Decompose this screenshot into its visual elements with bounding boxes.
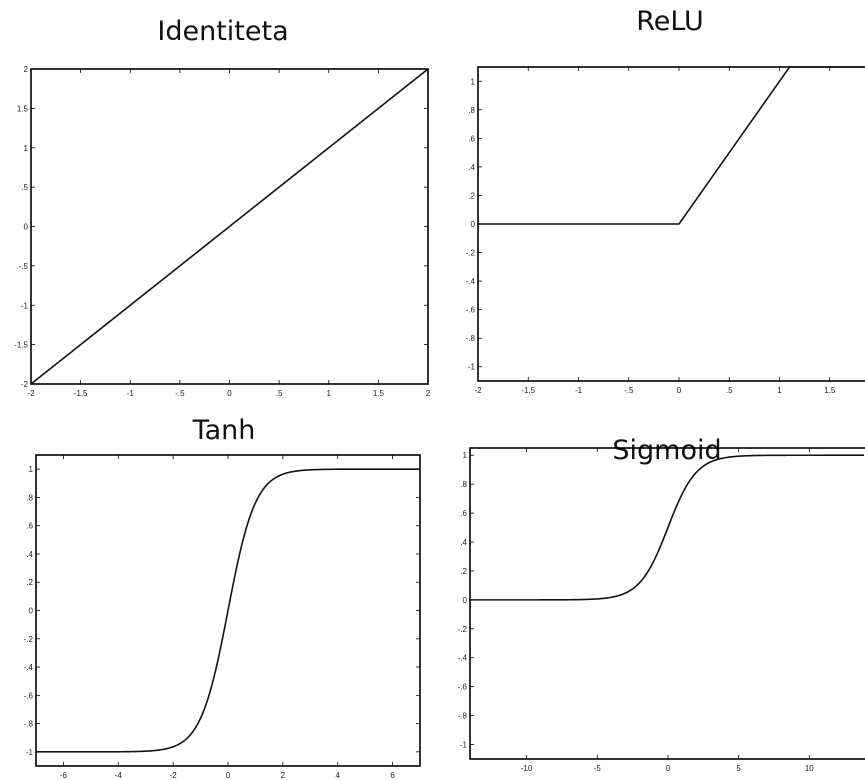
- y-tick-label: -.6: [458, 683, 468, 692]
- x-tick-label: 1: [327, 389, 332, 398]
- x-tick-label: 0: [677, 386, 682, 395]
- chart-title: Tanh: [192, 415, 256, 446]
- y-tick-label: 0: [471, 220, 476, 229]
- y-tick-label: .8: [26, 493, 33, 502]
- y-tick-label: -.8: [458, 712, 468, 721]
- x-tick-label: -.5: [175, 389, 185, 398]
- y-tick-label: .4: [460, 538, 467, 547]
- y-tick-label: .5: [21, 183, 28, 192]
- y-tick-label: 1: [24, 144, 29, 153]
- y-tick-label: .2: [460, 567, 467, 576]
- y-tick-label: -.6: [466, 306, 476, 315]
- x-tick-label: 0: [227, 389, 232, 398]
- y-tick-label: -.2: [458, 625, 468, 634]
- x-tick-label: 2: [281, 771, 286, 780]
- y-tick-label: -.4: [24, 663, 34, 672]
- plot-frame: [469, 447, 865, 760]
- y-tick-label: 1: [471, 77, 476, 86]
- y-tick-label: .6: [460, 509, 467, 518]
- x-tick-label: -1: [575, 386, 583, 395]
- chart-title: ReLU: [636, 6, 704, 37]
- y-tick-label: .2: [26, 578, 33, 587]
- x-tick-label: -4: [115, 771, 123, 780]
- x-tick-label: -2: [27, 389, 35, 398]
- series-line-sigmoid: [470, 454, 864, 601]
- x-tick-label: -10: [521, 764, 533, 773]
- y-tick-label: -.5: [19, 262, 29, 271]
- x-tick-label: 2: [426, 389, 431, 398]
- x-tick-label: 1.5: [373, 389, 385, 398]
- y-tick-label: 0: [29, 607, 34, 616]
- x-tick-label: -1: [127, 389, 135, 398]
- chart-panel-identity: Identiteta-2 -1.5 -1 -.5 0.5 1 1.5 2-2-1.5-1-.5…: [14, 16, 431, 398]
- x-tick-label: 1: [777, 386, 782, 395]
- series-line-identity: [30, 68, 429, 385]
- chart-title: Sigmoid: [612, 435, 721, 466]
- x-tick-label: -2: [474, 386, 482, 395]
- x-tick-label: -1.5: [74, 389, 88, 398]
- y-tick-label: -.4: [458, 654, 468, 663]
- y-tick-label: .6: [468, 134, 475, 143]
- chart-title: Identiteta: [157, 16, 288, 47]
- x-tick-label: -5: [594, 764, 602, 773]
- x-tick-label: 5: [736, 764, 741, 773]
- chart-panel-tanh: Tanh -6 -4 -2 0 2 4 6 -1 -.8 -.6 -.4 -.2 0 .2 .4 .6 .8 1: [24, 415, 421, 780]
- y-tick-label: -.6: [24, 691, 34, 700]
- y-tick-label: .8: [460, 480, 467, 489]
- y-tick-label: -1: [460, 741, 468, 750]
- x-tick-label: 0: [666, 764, 671, 773]
- series-line-tanh: [36, 468, 420, 753]
- y-tick-label: -1: [21, 301, 29, 310]
- chart-panel-sigmoid: Sigmoid -10 -5 0 5 10 -1 -.8 -.6 -.4 -.2 0 .2 .4 .6 .8 1: [458, 435, 865, 773]
- x-tick-label: 10: [805, 764, 814, 773]
- y-tick-label: -1: [26, 748, 34, 757]
- y-tick-label: .4: [26, 550, 33, 559]
- x-tick-label: .5: [726, 386, 733, 395]
- x-tick-label: -1.5: [521, 386, 535, 395]
- y-tick-label: 1.5: [17, 104, 29, 113]
- x-tick-label: -2: [170, 771, 178, 780]
- y-tick-label: -.4: [466, 277, 476, 286]
- x-tick-label: 6: [390, 771, 395, 780]
- y-tick-label: -.2: [466, 249, 476, 258]
- y-tick-label: -1: [468, 363, 476, 372]
- y-tick-label: .2: [468, 191, 475, 200]
- y-tick-label: 0: [463, 596, 468, 605]
- x-tick-label: .5: [276, 389, 283, 398]
- x-tick-label: -6: [60, 771, 68, 780]
- x-tick-label: -.5: [624, 386, 634, 395]
- series-line-relu: [478, 66, 864, 225]
- y-tick-label: .6: [26, 522, 33, 531]
- y-tick-label: 2: [24, 65, 29, 74]
- y-tick-label: 1: [29, 465, 34, 474]
- y-tick-label: 0: [24, 223, 29, 232]
- y-tick-label: -.8: [466, 334, 476, 343]
- chart-panel-relu: ReLU -2 -1.5 -1 -.5 0 .5 1 1.5 -1 -.8 -.6 -.4 -.2 0 .2.…: [466, 6, 865, 395]
- x-tick-label: 1.5: [824, 386, 836, 395]
- y-tick-label: -.2: [24, 635, 34, 644]
- y-tick-label: 1: [463, 451, 468, 460]
- x-tick-label: 0: [226, 771, 231, 780]
- y-tick-label: -2: [21, 380, 29, 389]
- y-tick-label: .8: [468, 106, 475, 115]
- y-tick-label: -.8: [24, 720, 34, 729]
- y-tick-label: -1.5: [14, 341, 28, 350]
- y-tick-label: .4: [468, 163, 475, 172]
- x-tick-label: 4: [335, 771, 340, 780]
